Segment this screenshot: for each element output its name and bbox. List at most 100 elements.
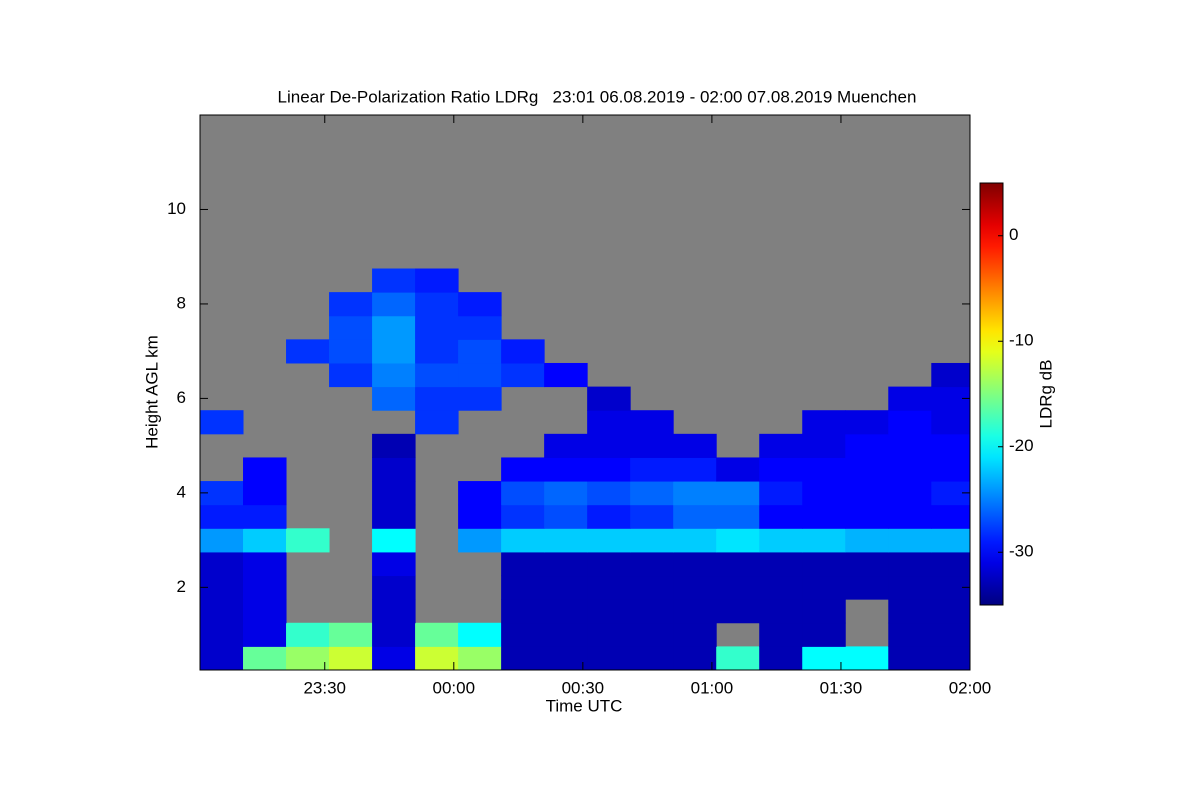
heatmap-cell [802, 504, 846, 529]
heatmap-cell [415, 268, 459, 293]
heatmap-cell [587, 599, 631, 624]
heatmap-cell [544, 622, 588, 647]
y-tick-label: 10 [167, 199, 186, 218]
heatmap-cell [931, 362, 970, 388]
heatmap-cell [931, 646, 970, 670]
heatmap-cell [716, 457, 760, 482]
heatmap-cell [759, 433, 803, 458]
heatmap-cell [845, 551, 889, 577]
heatmap-cell [630, 457, 674, 482]
heatmap-cell [501, 457, 545, 482]
heatmap-cell [759, 457, 803, 482]
heatmap-cell [673, 575, 717, 600]
heatmap-cell [544, 457, 588, 482]
heatmap-cell [888, 622, 932, 647]
heatmap-cell [888, 457, 932, 482]
heatmap-cell [544, 575, 588, 600]
heatmap-cell [415, 315, 459, 340]
heatmap-cell [372, 386, 416, 411]
heatmap-cell [931, 599, 970, 624]
heatmap-cell [931, 433, 970, 458]
heatmap-cell [243, 528, 287, 553]
colorbar-tick-label: -30 [1009, 542, 1034, 561]
heatmap-cell [845, 646, 889, 670]
heatmap-cell [458, 622, 502, 647]
heatmap-cell [200, 410, 244, 435]
heatmap-cell [372, 504, 416, 529]
heatmap-cell [200, 622, 244, 647]
heatmap-cell [458, 646, 502, 670]
heatmap-cell [243, 646, 287, 670]
heatmap-cell [372, 481, 416, 506]
heatmap-cell [716, 551, 760, 577]
heatmap-cell [587, 575, 631, 600]
heatmap-cell [372, 457, 416, 482]
heatmap-cell [243, 575, 287, 600]
heatmap-cell [415, 386, 459, 411]
heatmap-cell [501, 551, 545, 577]
heatmap-cell [501, 504, 545, 529]
heatmap-cell [587, 504, 631, 529]
heatmap-cell [759, 481, 803, 506]
y-tick-label: 8 [177, 293, 186, 312]
heatmap-cell [630, 575, 674, 600]
heatmap-cell [673, 646, 717, 670]
heatmap-cell [888, 481, 932, 506]
heatmap-cell [802, 433, 846, 458]
heatmap-cell [673, 599, 717, 624]
heatmap-cell [544, 504, 588, 529]
heatmap-cell [802, 481, 846, 506]
heatmap-cell [200, 646, 244, 670]
heatmap-cell [372, 362, 416, 388]
heatmap-cell [888, 551, 932, 577]
heatmap-cell [802, 410, 846, 435]
heatmap-cell [802, 551, 846, 577]
heatmap-cell [845, 575, 889, 600]
heatmap-cell [243, 551, 287, 577]
heatmap-cell [587, 551, 631, 577]
y-axis-label: Height AGL km [142, 335, 161, 449]
heatmap-cell [329, 362, 373, 388]
heatmap-cell [673, 457, 717, 482]
heatmap-cell [372, 292, 416, 317]
heatmap-cell [673, 551, 717, 577]
heatmap-cell [716, 528, 760, 553]
heatmap-cell [587, 457, 631, 482]
heatmap-cell [458, 362, 502, 388]
heatmap-cell [501, 362, 545, 388]
heatmap-cell [286, 646, 330, 670]
heatmap-cell [845, 410, 889, 435]
heatmap-cell [716, 599, 760, 624]
heatmap-cell [329, 339, 373, 364]
heatmap-cell [372, 433, 416, 458]
heatmap-cell [845, 433, 889, 458]
heatmap-cell [458, 481, 502, 506]
heatmap-cell [544, 362, 588, 388]
heatmap-cell [888, 528, 932, 553]
heatmap-cell [759, 622, 803, 647]
heatmap-cell [759, 575, 803, 600]
heatmap-cell [630, 410, 674, 435]
heatmap-cell [458, 528, 502, 553]
plot-frame [199, 114, 971, 671]
heatmap-cell [458, 292, 502, 317]
heatmap-cell [372, 622, 416, 647]
heatmap-cell [630, 622, 674, 647]
heatmap-cell [802, 528, 846, 553]
heatmap-cell [759, 504, 803, 529]
heatmap-cell [372, 599, 416, 624]
heatmap-cell [931, 551, 970, 577]
heatmap-cell [200, 528, 244, 553]
colorbar-tick-label: 0 [1009, 225, 1018, 244]
heatmap-cell [286, 339, 330, 364]
heatmap-cell [372, 575, 416, 600]
heatmap-cell [501, 339, 545, 364]
heatmap-cell [673, 504, 717, 529]
heatmap-cell [888, 646, 932, 670]
heatmap-cell [329, 622, 373, 647]
heatmap-cell [372, 339, 416, 364]
heatmap-cell [888, 386, 932, 411]
heatmap [200, 268, 970, 670]
heatmap-cell [587, 646, 631, 670]
heatmap-cell [415, 410, 459, 435]
